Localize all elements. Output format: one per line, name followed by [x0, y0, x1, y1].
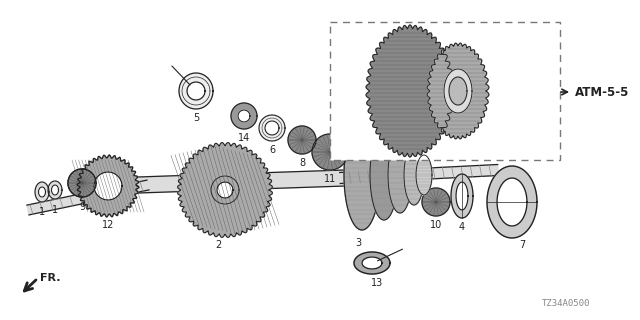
Text: 10: 10	[430, 220, 442, 230]
Polygon shape	[366, 25, 454, 157]
Polygon shape	[427, 43, 489, 139]
Text: 1: 1	[52, 205, 58, 215]
Text: 3: 3	[355, 238, 361, 248]
Polygon shape	[444, 69, 472, 113]
Text: 2: 2	[215, 240, 221, 250]
Polygon shape	[68, 169, 96, 197]
Text: 12: 12	[102, 220, 114, 230]
Text: FR.: FR.	[40, 273, 61, 283]
Polygon shape	[497, 178, 527, 226]
Text: 7: 7	[519, 240, 525, 250]
Polygon shape	[487, 166, 537, 238]
Polygon shape	[77, 155, 139, 217]
Polygon shape	[259, 115, 285, 141]
Text: ATM-5-5: ATM-5-5	[575, 85, 629, 99]
Polygon shape	[265, 121, 279, 135]
Polygon shape	[344, 120, 380, 230]
Text: 11: 11	[324, 174, 336, 184]
Polygon shape	[138, 170, 345, 193]
Text: 1: 1	[39, 207, 45, 217]
Polygon shape	[422, 188, 450, 216]
Text: 5: 5	[193, 113, 199, 123]
Polygon shape	[456, 182, 468, 210]
Polygon shape	[340, 164, 499, 183]
Polygon shape	[231, 103, 257, 129]
Polygon shape	[404, 145, 424, 205]
Polygon shape	[178, 143, 273, 237]
Polygon shape	[238, 110, 250, 122]
Polygon shape	[449, 77, 467, 105]
Text: 4: 4	[459, 222, 465, 232]
Polygon shape	[354, 252, 390, 274]
Polygon shape	[288, 126, 316, 154]
Polygon shape	[27, 180, 149, 215]
Polygon shape	[217, 182, 233, 198]
Polygon shape	[35, 182, 49, 202]
Text: 6: 6	[269, 145, 275, 155]
Bar	[330, 22, 560, 160]
Polygon shape	[179, 73, 213, 109]
Polygon shape	[38, 187, 45, 197]
Text: 13: 13	[371, 278, 383, 288]
Text: TZ34A0500: TZ34A0500	[541, 299, 590, 308]
Polygon shape	[68, 169, 96, 197]
Polygon shape	[51, 185, 58, 195]
Polygon shape	[94, 172, 122, 200]
Polygon shape	[362, 257, 382, 269]
Polygon shape	[370, 130, 398, 220]
Polygon shape	[48, 181, 62, 199]
Polygon shape	[388, 137, 412, 213]
Text: 9: 9	[79, 202, 85, 212]
Polygon shape	[451, 174, 473, 218]
Text: 8: 8	[299, 158, 305, 168]
Polygon shape	[187, 82, 205, 100]
Polygon shape	[416, 155, 432, 195]
Polygon shape	[312, 134, 348, 170]
Text: 14: 14	[238, 133, 250, 143]
